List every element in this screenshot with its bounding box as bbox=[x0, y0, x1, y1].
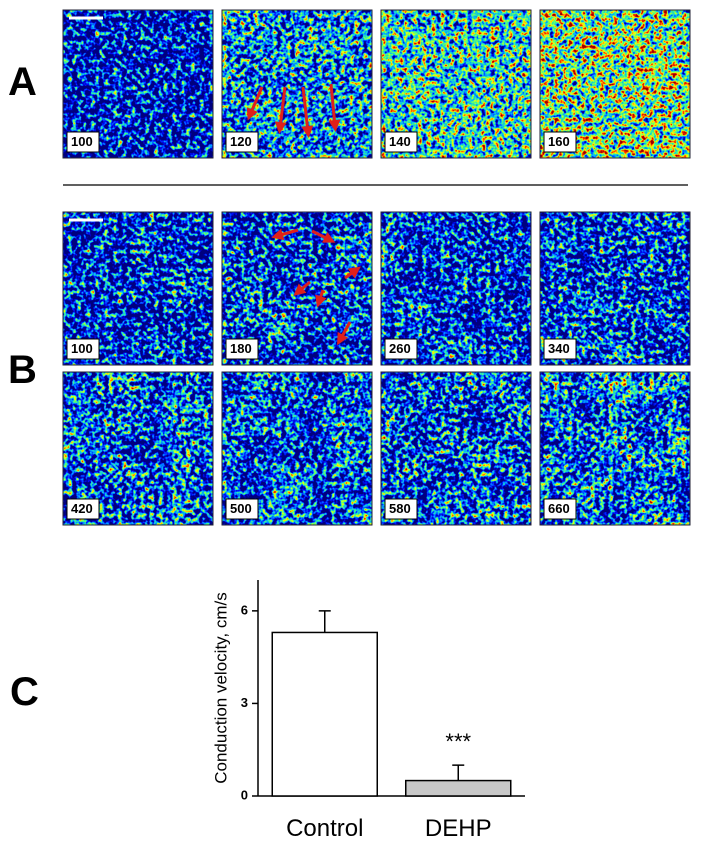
image-border bbox=[221, 211, 373, 366]
arrow bbox=[274, 86, 287, 134]
image-border bbox=[380, 9, 532, 159]
image-border bbox=[380, 211, 532, 366]
frame-label: 420 bbox=[71, 501, 93, 516]
frame-label: 180 bbox=[230, 341, 252, 356]
frame-label: 160 bbox=[548, 134, 570, 149]
frame-label: 100 bbox=[71, 341, 93, 356]
frame-label-box bbox=[66, 131, 100, 153]
frame-label: 340 bbox=[548, 341, 570, 356]
image-border bbox=[62, 371, 214, 526]
arrow bbox=[328, 83, 341, 132]
y-tick-label: 6 bbox=[241, 602, 248, 617]
image-border bbox=[380, 371, 532, 526]
frame-label: 580 bbox=[389, 501, 411, 516]
x-tick-label: DEHP bbox=[425, 815, 492, 842]
frame-label-box bbox=[543, 131, 577, 153]
frame-label-box bbox=[384, 338, 418, 360]
image-border bbox=[221, 371, 373, 526]
y-axis-label: Conduction velocity, cm/s bbox=[211, 592, 230, 783]
frame-label: 140 bbox=[389, 134, 411, 149]
arrow bbox=[293, 280, 311, 296]
image-border bbox=[62, 9, 214, 159]
panel-label: C bbox=[10, 670, 39, 714]
x-tick-label: Control bbox=[286, 815, 363, 842]
panel-label: B bbox=[8, 348, 37, 392]
image-border bbox=[221, 9, 373, 159]
arrow bbox=[337, 321, 352, 346]
y-tick-label: 0 bbox=[241, 787, 248, 802]
arrow bbox=[315, 289, 327, 308]
frame-label-box bbox=[543, 338, 577, 360]
arrow bbox=[311, 229, 336, 243]
bar bbox=[271, 631, 378, 797]
arrow bbox=[246, 86, 264, 121]
frame-label-box bbox=[384, 498, 418, 520]
frame-label: 260 bbox=[389, 341, 411, 356]
frame-label-box bbox=[66, 498, 100, 520]
image-border bbox=[539, 9, 691, 159]
frame-label-box bbox=[66, 338, 100, 360]
image-border bbox=[539, 211, 691, 366]
frame-label-box bbox=[543, 498, 577, 520]
bar bbox=[405, 779, 512, 797]
y-tick-label: 3 bbox=[241, 695, 248, 710]
arrow bbox=[301, 86, 314, 138]
frame-label-box bbox=[225, 131, 259, 153]
frame-label-box bbox=[225, 498, 259, 520]
image-border bbox=[539, 371, 691, 526]
frame-label-box bbox=[225, 338, 259, 360]
frame-label: 100 bbox=[71, 134, 93, 149]
frame-label: 500 bbox=[230, 501, 252, 516]
arrow bbox=[344, 266, 361, 280]
frame-label: 660 bbox=[548, 501, 570, 516]
frame-label: 120 bbox=[230, 134, 252, 149]
frame-label-box bbox=[384, 131, 418, 153]
panel-label: A bbox=[8, 60, 37, 104]
image-border bbox=[62, 211, 214, 366]
significance-label: *** bbox=[445, 729, 471, 754]
arrow bbox=[271, 228, 299, 241]
